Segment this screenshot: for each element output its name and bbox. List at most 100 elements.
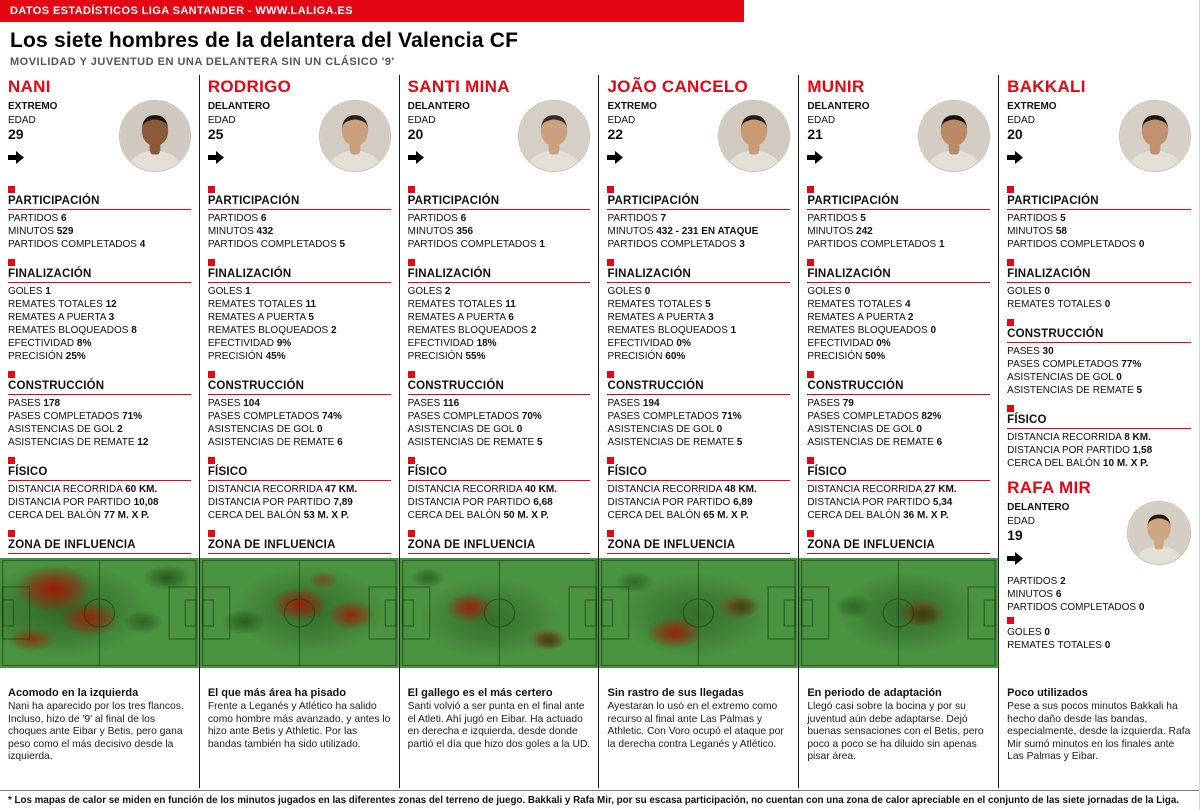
section-f-sico: FÍSICO DISTANCIA RECORRIDA 47 KM. DISTANCI…: [207, 457, 391, 522]
stat-line: PASES 104: [208, 397, 391, 410]
player-name: NANI: [8, 77, 51, 96]
stat-line: REMATES A PUERTA 3: [8, 311, 191, 324]
stat-line: PARTIDOS COMPLETADOS 1: [807, 238, 990, 251]
stat-label: PARTIDOS: [1007, 213, 1061, 224]
stat-label: CERCA DEL BALÓN: [407, 510, 504, 521]
stat-label: GOLES: [8, 286, 46, 297]
stat-label: MINUTOS: [1007, 589, 1056, 600]
stat-value: 0: [930, 325, 937, 336]
stat-line: PARTIDOS COMPLETADOS 5: [208, 238, 391, 251]
section-construcci-n: CONSTRUCCIÓN PASES 104 PASES COMPLETADOS 7…: [207, 371, 391, 449]
stat-line: GOLES 0: [1007, 626, 1191, 639]
stat-label: ASISTENCIAS DE REMATE: [1007, 385, 1137, 396]
stat-label: DISTANCIA POR PARTIDO: [207, 497, 334, 508]
stat-value: 58: [1055, 226, 1067, 237]
stat-line: PASES 30: [1007, 345, 1191, 358]
stat-label: MINUTOS: [1007, 226, 1056, 237]
stat-label: CERCA DEL BALÓN: [8, 510, 104, 521]
stat-line: DISTANCIA RECORRIDA 60 KM.: [8, 483, 191, 496]
section-bullet: [407, 259, 415, 266]
stat-value: 60 KM.: [125, 484, 158, 495]
note-title: Sin rastro de sus llegadas: [607, 687, 744, 699]
top-bar: DATOS ESTADÍSTICOS LIGA SANTANDER - WWW.…: [0, 0, 744, 22]
section-finalizaci-n: FINALIZACIÓN GOLES 0 REMATES TOTALES 0: [1007, 259, 1191, 311]
player-position: EXTREMO: [1007, 101, 1057, 112]
age-label: EDAD: [407, 115, 436, 126]
player-header: DELANTERO EDAD 19: [1007, 501, 1191, 573]
stat-label: PRECISIÓN: [407, 351, 466, 362]
stat-value: 1: [245, 286, 251, 297]
stat-value: 5: [705, 299, 711, 310]
stat-label: PARTIDOS COMPLETADOS: [807, 239, 940, 250]
stat-label: PASES: [8, 398, 44, 409]
stat-value: 12: [105, 299, 117, 310]
stat-line: PRECISIÓN 60%: [607, 350, 790, 363]
player-name: BAKKALI: [1007, 77, 1086, 96]
section-bullet: [8, 371, 15, 378]
stat-label: ASISTENCIAS DE GOL: [807, 424, 917, 435]
stat-line: MINUTOS 529: [8, 225, 191, 238]
stat-value: 116: [443, 398, 460, 409]
stat-line: ASISTENCIAS DE GOL 0: [408, 423, 591, 436]
stat-label: REMATES BLOQUEADOS: [407, 325, 531, 336]
stat-value: 8%: [76, 338, 92, 349]
section-title: CONSTRUCCIÓN: [1007, 328, 1191, 343]
stat-label: PRECISIÓN: [207, 351, 266, 362]
note-text: Llegó casi sobre la bocina y por su juve…: [807, 701, 984, 763]
stat-label: ASISTENCIAS DE GOL: [207, 424, 317, 435]
stat-line: DISTANCIA POR PARTIDO 6,68: [408, 496, 591, 509]
stat-value: 36 M. X P.: [903, 510, 949, 521]
stat-value: 1: [730, 325, 737, 336]
player-position: EXTREMO: [8, 101, 58, 112]
section-title: FÍSICO: [207, 466, 391, 481]
player-column-bakkali: BAKKALI EXTREMO EDAD 20 PARTICIPACIÓN PARTIDO…: [999, 75, 1199, 788]
stat-line: DISTANCIA RECORRIDA 48 KM.: [607, 483, 790, 496]
section-bullet: [8, 457, 15, 464]
stat-value: 4: [139, 239, 146, 250]
stat-line: ASISTENCIAS DE GOL 2: [8, 423, 191, 436]
stat-line: PARTIDOS COMPLETADOS 1: [408, 238, 591, 251]
player-age: 29: [8, 126, 24, 142]
player-header: EXTREMO EDAD 22: [607, 100, 791, 178]
player-photo: [318, 100, 391, 172]
influence-heatmap: [399, 558, 599, 668]
stat-line: PASES COMPLETADOS 82%: [807, 410, 990, 423]
player-note: Sin rastro de sus llegadas Ayestaran lo u…: [607, 684, 790, 788]
stat-label: PARTIDOS: [407, 213, 461, 224]
stat-line: REMATES TOTALES 4: [807, 298, 990, 311]
stat-label: PARTIDOS: [607, 213, 661, 224]
stat-label: REMATES TOTALES: [207, 299, 306, 310]
stat-line: DISTANCIA POR PARTIDO 5,34: [807, 496, 990, 509]
section-title: FÍSICO: [407, 466, 591, 481]
stat-line: REMATES BLOQUEADOS 2: [208, 324, 391, 337]
section-participaci-n: PARTICIPACIÓN PARTIDOS 5 MINUTOS 242 PARTID…: [807, 186, 991, 251]
stat-label: DISTANCIA RECORRIDA: [407, 484, 525, 495]
section-finalizaci-n: FINALIZACIÓN GOLES 1 REMATES TOTALES 11 REM…: [207, 259, 391, 363]
stat-line: DISTANCIA RECORRIDA 8 KM.: [1007, 431, 1191, 444]
stat-label: REMATES A PUERTA: [8, 312, 109, 323]
section-bullet: [407, 371, 415, 378]
section-bullet: [207, 457, 215, 464]
stat-value: 60%: [665, 351, 686, 362]
arrow-right-icon: [207, 151, 270, 164]
stat-label: REMATES BLOQUEADOS: [607, 325, 731, 336]
stat-value: 25%: [65, 351, 86, 362]
stat-label: PASES: [1007, 346, 1043, 357]
age-label: EDAD: [1007, 115, 1035, 126]
stat-label: DISTANCIA RECORRIDA: [607, 484, 725, 495]
section-participaci-n: PARTICIPACIÓN PARTIDOS 6 MINUTOS 356 PARTID…: [407, 186, 591, 251]
player-header: DELANTERO EDAD 25: [207, 100, 391, 178]
stat-value: 6: [1055, 589, 1062, 600]
arrow-right-icon: [1007, 151, 1056, 164]
stat-value: 1,58: [1132, 445, 1153, 456]
player-name: MUNIR: [807, 77, 865, 96]
player-name: RODRIGO: [207, 77, 292, 96]
section-f-sico: FÍSICO DISTANCIA RECORRIDA 27 KM. DISTANCI…: [807, 457, 991, 522]
section-title: PARTICIPACIÓN: [8, 195, 191, 210]
player-photo: [518, 100, 591, 172]
stat-value: 7: [660, 213, 667, 224]
section-f-sico: FÍSICO DISTANCIA RECORRIDA 40 KM. DISTANCI…: [407, 457, 591, 522]
section-title: PARTICIPACIÓN: [407, 195, 591, 210]
zone-section: ZONA DE INFLUENCIA: [199, 530, 399, 668]
player-info: EXTREMO EDAD 29: [8, 100, 57, 178]
